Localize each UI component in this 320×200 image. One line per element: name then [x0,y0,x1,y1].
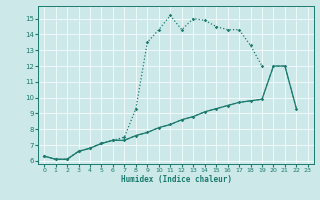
X-axis label: Humidex (Indice chaleur): Humidex (Indice chaleur) [121,175,231,184]
